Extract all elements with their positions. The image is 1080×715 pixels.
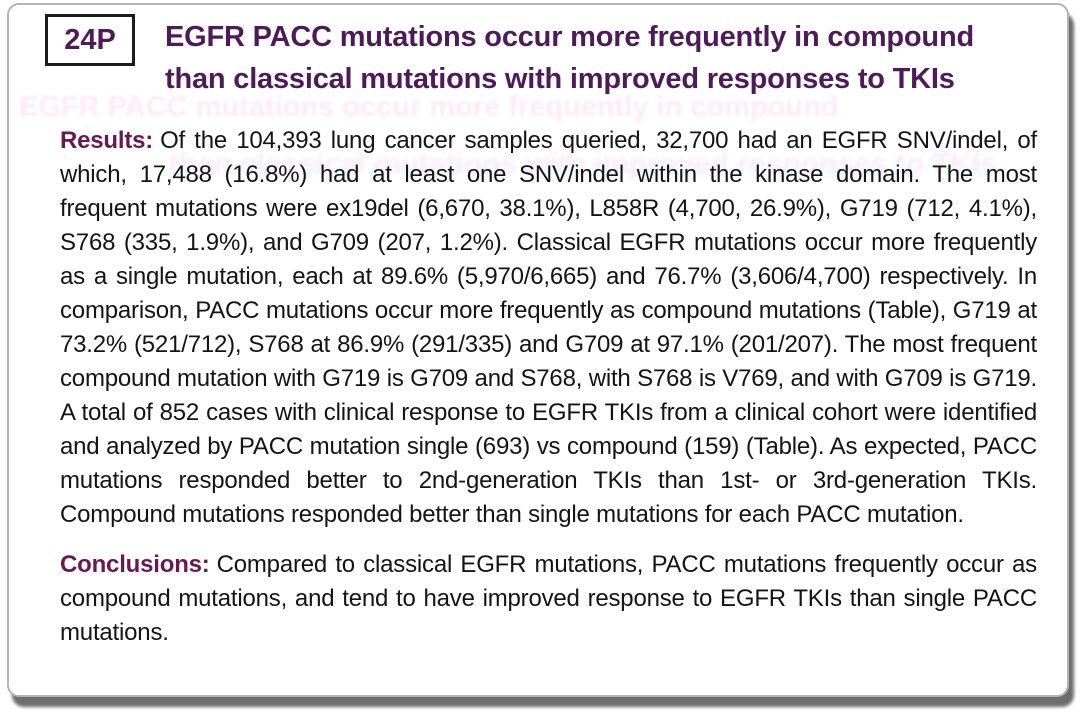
conclusions-label: Conclusions: (60, 551, 210, 578)
conclusions-paragraph: Conclusions: Compared to classical EGFR m… (60, 548, 1037, 650)
abstract-body: Results: Of the 104,393 lung cancer sampl… (9, 100, 1067, 650)
results-paragraph: Results: Of the 104,393 lung cancer sampl… (60, 124, 1037, 532)
abstract-title-line1: EGFR PACC mutations occur more frequentl… (165, 21, 974, 53)
results-text: Of the 104,393 lung cancer samples queri… (60, 127, 1037, 528)
conclusions-text: Compared to classical EGFR mutations, PA… (60, 551, 1037, 646)
results-label: Results: (60, 127, 154, 154)
abstract-number-badge: 24P (45, 14, 135, 66)
abstract-number: 24P (64, 23, 116, 56)
abstract-card: EGFR PACC mutations occur more frequentl… (7, 3, 1069, 697)
abstract-title-line2: than classical mutations with improved r… (165, 63, 955, 95)
abstract-title: EGFR PACC mutations occur more frequentl… (165, 16, 974, 100)
abstract-header: 24P EGFR PACC mutations occur more frequ… (9, 5, 1067, 100)
